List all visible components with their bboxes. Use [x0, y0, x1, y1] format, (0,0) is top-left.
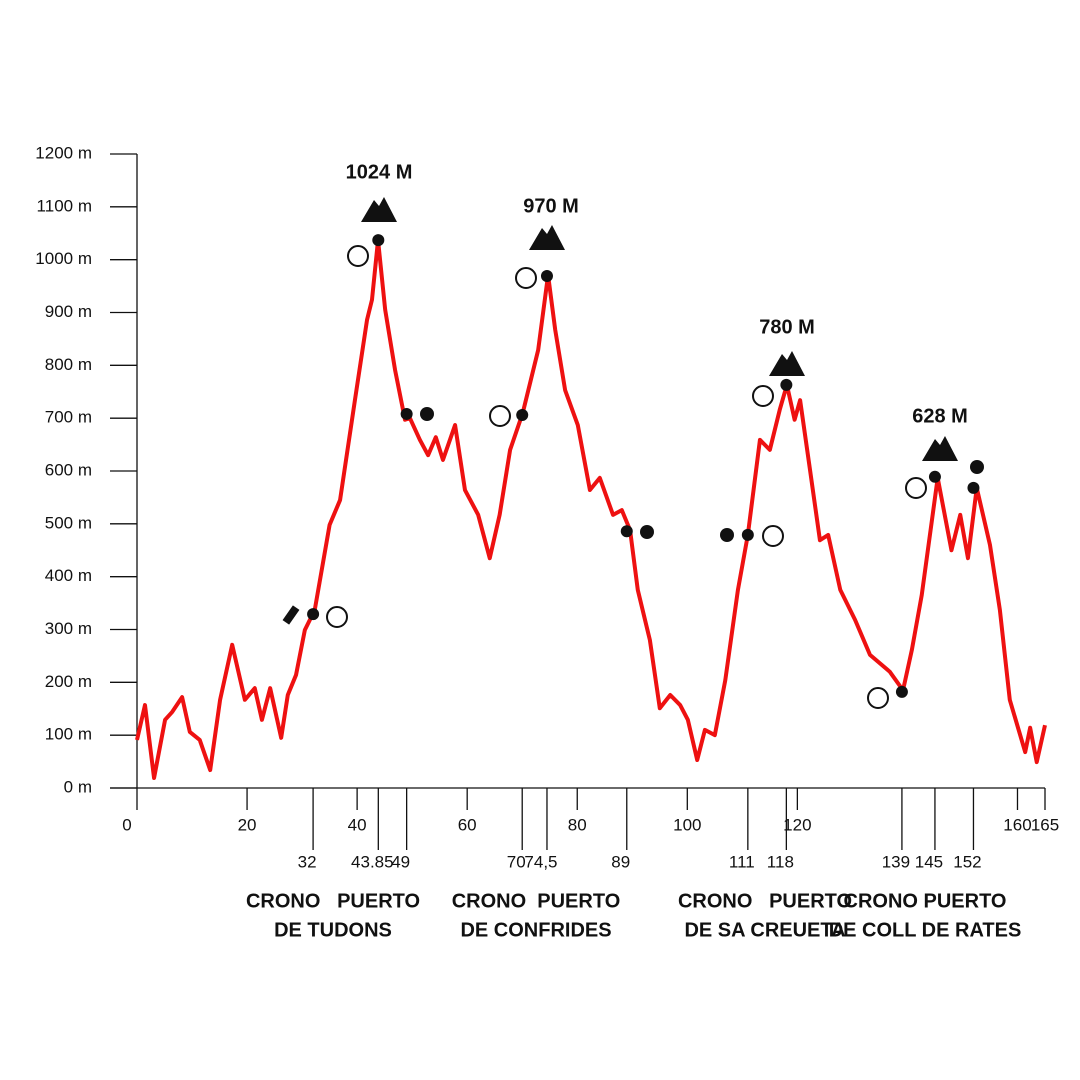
y-tick-label: 100 m: [45, 725, 92, 744]
point-marker: [928, 470, 941, 483]
section-label: DE TUDONS: [274, 919, 392, 941]
elevation-line: [135, 238, 1047, 780]
y-tick-label: 0 m: [64, 777, 92, 796]
stopwatch-icon: [326, 245, 927, 709]
point-marker: [895, 685, 908, 698]
point-marker: [967, 481, 980, 494]
y-tick-label: 300 m: [45, 619, 92, 638]
section-label: CRONO PUERTO: [246, 890, 420, 912]
section-label: DE COLL DE RATES: [829, 919, 1022, 941]
x-tick-label: 32: [298, 852, 317, 871]
x-tick-label: 80: [568, 815, 587, 834]
point-marker: [307, 608, 320, 621]
y-tick-label: 1000 m: [35, 249, 92, 268]
y-tick-label: 1100 m: [37, 196, 92, 215]
y-tick-label: 1200 m: [35, 143, 92, 162]
section-label: DE CONFRIDES: [460, 919, 611, 941]
x-tick-label: 160: [1003, 815, 1031, 834]
x-tick-label: 145: [915, 852, 943, 871]
x-tick-label: 70: [507, 852, 526, 871]
point-marker: [741, 528, 754, 541]
x-tick-label: 139: [882, 852, 910, 871]
x-tick-label: 89: [611, 852, 630, 871]
section-label: DE SA CREUETA: [684, 919, 845, 941]
x-tick-label: 40: [348, 815, 367, 834]
y-tick-label: 500 m: [45, 513, 92, 532]
x-tick-label: 74,5: [524, 852, 557, 871]
x-tick-label: 100: [673, 815, 701, 834]
y-tick-label: 200 m: [45, 672, 92, 691]
section-label: CRONO PUERTO: [678, 890, 852, 912]
y-tick-label: 800 m: [45, 355, 92, 374]
y-tick-label: 400 m: [45, 566, 92, 585]
y-tick-label: 900 m: [45, 302, 92, 321]
bottle-icon: [282, 605, 300, 625]
y-tick-label: 700 m: [45, 408, 92, 427]
y-tick-label: 600 m: [45, 460, 92, 479]
x-tick-label: 0: [122, 815, 131, 834]
x-tick-label: 43.85: [351, 852, 394, 871]
x-tick-label: 60: [458, 815, 477, 834]
point-marker: [516, 408, 529, 421]
x-tick-label: 120: [783, 815, 811, 834]
point-marker: [372, 234, 385, 247]
section-label: CRONO PUERTO: [844, 890, 1007, 912]
icons: [282, 197, 984, 709]
x-tick-label: 111: [729, 852, 755, 871]
x-tick-label: 152: [953, 852, 981, 871]
apple-icon: [420, 407, 984, 542]
point-marker: [400, 407, 413, 420]
peak-label: 1024 M: [346, 161, 413, 183]
mountain-icon: [361, 197, 958, 461]
x-tick-label: 49: [391, 852, 410, 871]
x-tick-label: 165: [1031, 815, 1059, 834]
point-marker: [620, 525, 633, 538]
peak-label: 780 M: [759, 316, 815, 338]
section-label: CRONO PUERTO: [452, 890, 621, 912]
x-tick-label: 20: [238, 815, 257, 834]
x-tick-label: 118: [767, 852, 794, 871]
point-marker: [780, 378, 793, 391]
peak-label: 628 M: [912, 405, 968, 427]
point-marker: [540, 270, 553, 283]
peak-label: 970 M: [523, 195, 579, 217]
